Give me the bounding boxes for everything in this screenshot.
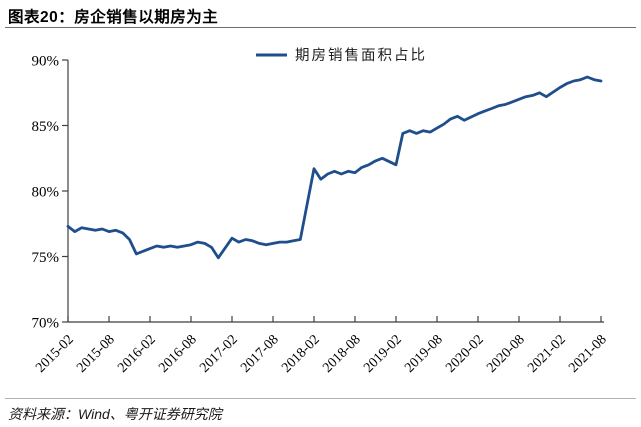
legend-label: 期房销售面积占比 — [295, 47, 427, 64]
x-axis-tick-label: 2020-02 — [443, 332, 487, 376]
title-divider — [5, 27, 636, 28]
x-axis-tick-label: 2018-08 — [320, 332, 364, 376]
x-axis-tick-label: 2019-02 — [361, 332, 405, 376]
y-axis-tick-label: 75% — [32, 250, 60, 266]
x-axis-tick-label: 2019-08 — [402, 332, 446, 376]
x-axis-tick-label: 2018-02 — [279, 332, 323, 376]
x-axis-tick-label: 2021-08 — [566, 332, 610, 376]
x-axis-tick-label: 2015-08 — [74, 332, 118, 376]
y-axis-tick-label: 80% — [32, 185, 60, 201]
x-axis-tick-label: 2015-02 — [33, 332, 77, 376]
footer-divider — [5, 398, 636, 399]
y-axis-tick-label: 85% — [32, 119, 60, 135]
x-axis-tick-label: 2016-02 — [115, 332, 159, 376]
x-axis-tick-label: 2020-08 — [484, 332, 528, 376]
figure-title: 图表20：房企销售以期房为主 — [8, 9, 219, 26]
y-axis-tick-label: 70% — [32, 316, 60, 332]
x-axis-tick-label: 2021-02 — [525, 332, 569, 376]
y-axis-tick-label: 90% — [32, 54, 60, 70]
x-axis-tick-label: 2016-08 — [156, 332, 200, 376]
source-note: 资料来源：Wind、粤开证券研究院 — [8, 406, 222, 422]
x-axis-tick-label: 2017-08 — [238, 332, 282, 376]
series-line — [66, 75, 603, 260]
x-axis-tick-label: 2017-02 — [197, 332, 241, 376]
